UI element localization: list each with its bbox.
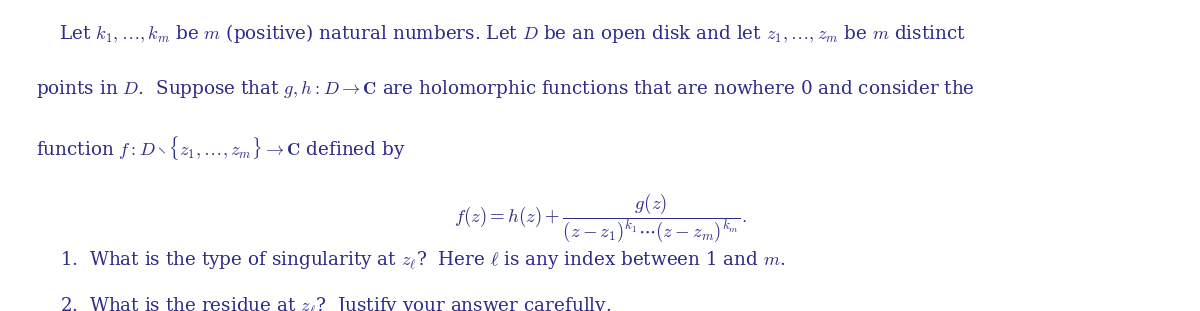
Text: 2.  What is the residue at $z_\ell$?  Justify your answer carefully.: 2. What is the residue at $z_\ell$? Just…: [60, 295, 611, 311]
Text: $f(z) = h(z) + \dfrac{g(z)}{(z - z_1)^{k_1} \cdots (z - z_m)^{k_m}}.$: $f(z) = h(z) + \dfrac{g(z)}{(z - z_1)^{k…: [454, 191, 746, 244]
Text: Let $k_1,\ldots,k_m$ be $m$ (positive) natural numbers. Let $D$ be an open disk : Let $k_1,\ldots,k_m$ be $m$ (positive) n…: [36, 22, 966, 45]
Text: 1.  What is the type of singularity at $z_\ell$?  Here $\ell$ is any index betwe: 1. What is the type of singularity at $z…: [60, 249, 786, 271]
Text: points in $D$.  Suppose that $g, h : D \to \mathbf{C}$ are holomorphic functions: points in $D$. Suppose that $g, h : D \t…: [36, 78, 974, 100]
Text: function $f : D \setminus \{z_1,\ldots,z_m\} \to \mathbf{C}$ defined by: function $f : D \setminus \{z_1,\ldots,z…: [36, 134, 406, 162]
